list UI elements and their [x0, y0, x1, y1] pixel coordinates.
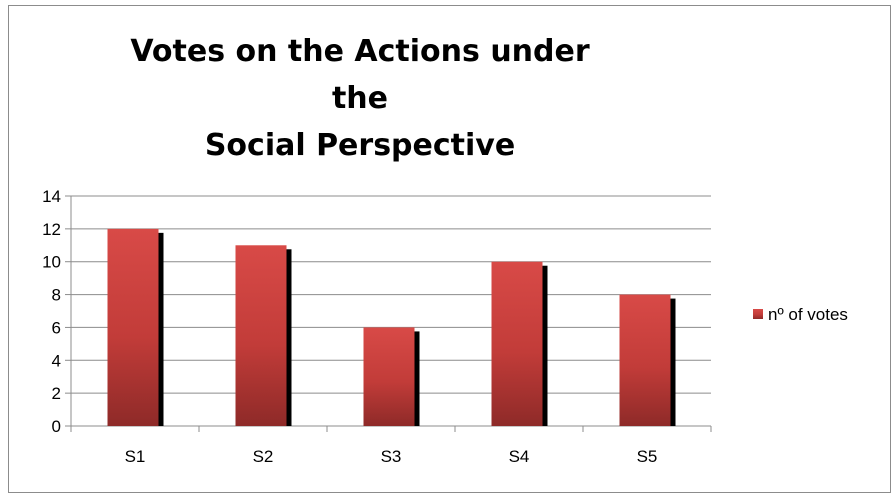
x-tick-label: S1	[125, 447, 146, 466]
y-tick-label: 14	[42, 187, 61, 206]
y-tick-label: 12	[42, 220, 61, 239]
chart-title-line1: Votes on the Actions under the	[130, 34, 590, 116]
bar-s2	[235, 245, 287, 426]
legend-swatch	[753, 309, 763, 319]
y-tick-label: 0	[52, 417, 61, 436]
bar-s4	[491, 261, 543, 426]
legend: nº of votes	[753, 305, 848, 324]
y-tick-label: 8	[52, 286, 61, 305]
x-tick-label: S4	[509, 447, 530, 466]
y-axis-ticks: 0 2 4 6 8 10 12 14	[42, 187, 61, 436]
y-tick-label: 6	[52, 318, 61, 337]
bar-s5	[619, 294, 671, 426]
y-tick-label: 2	[52, 384, 61, 403]
y-tick-label: 10	[42, 253, 61, 272]
chart-title-line2: Social Perspective	[204, 128, 516, 163]
bars	[107, 228, 676, 426]
x-axis-ticks: S1 S2 S3 S4 S5	[125, 447, 658, 466]
bar-s1	[107, 228, 159, 426]
x-tick-label: S2	[253, 447, 274, 466]
legend-label: nº of votes	[768, 305, 848, 324]
x-tick-label: S5	[637, 447, 658, 466]
x-tick-label: S3	[381, 447, 402, 466]
y-tick-label: 4	[52, 351, 61, 370]
chart-title: Votes on the Actions under the Social Pe…	[100, 28, 620, 169]
bar-s3	[363, 327, 415, 426]
